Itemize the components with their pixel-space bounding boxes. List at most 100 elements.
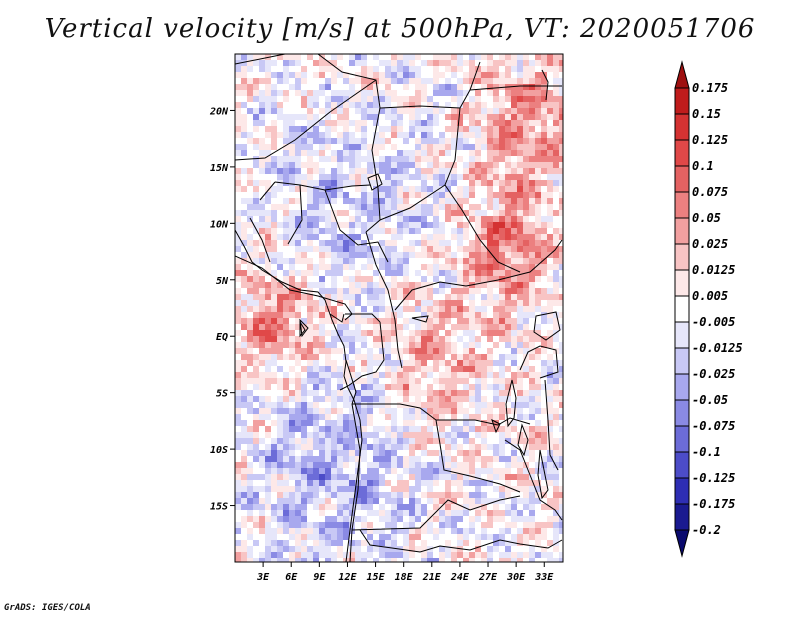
border-line — [394, 239, 563, 311]
colorbar-top-arrow — [674, 60, 690, 89]
colorbar-label: -0.025 — [692, 367, 735, 381]
colorbar-swatch — [674, 425, 690, 453]
border-line — [544, 379, 559, 471]
lake-outlines — [299, 173, 561, 500]
border-line — [436, 417, 531, 426]
longitude-axis: 3E 6E 9E 12E 15E 18E 21E 24E 27E 30E 33E — [256, 562, 554, 583]
colorbar-label: -0.05 — [692, 393, 728, 407]
colorbar-label: 0.15 — [692, 107, 721, 121]
colorbar-label: -0.1 — [692, 445, 721, 459]
border-line — [365, 231, 396, 321]
colorbar-swatch — [674, 191, 690, 219]
border-line — [345, 313, 381, 323]
border-line — [235, 54, 286, 65]
border-line — [317, 54, 481, 109]
border-line — [349, 403, 361, 562]
lake-outline — [491, 419, 501, 434]
colorbar-swatch — [674, 451, 690, 479]
lon-tick-label: 9E — [313, 572, 326, 583]
lat-tick-label: 5S — [216, 389, 228, 400]
country-borders — [235, 54, 563, 562]
grads-credit: GrADS: IGES/COLA — [4, 603, 91, 613]
lake-outline — [517, 423, 529, 457]
lat-tick-label: 20N — [209, 106, 229, 117]
border-line — [497, 261, 521, 273]
map-frame — [234, 53, 564, 563]
colorbar-swatch — [674, 87, 690, 115]
lake-outline — [367, 173, 383, 191]
border-line — [394, 319, 403, 369]
lon-tick-label: 3E — [256, 572, 270, 583]
border-line — [249, 217, 271, 263]
colorbar-swatch — [674, 373, 690, 401]
border-line — [504, 439, 563, 521]
lat-tick-label: 5N — [216, 276, 229, 287]
lat-tick-label: EQ — [216, 332, 228, 343]
lon-tick-label: 18E — [395, 572, 414, 583]
lon-tick-label: 21E — [422, 572, 442, 583]
lon-tick-label: 24E — [450, 572, 470, 583]
colorbar-swatch — [674, 217, 690, 245]
coastline — [235, 229, 363, 562]
lake-outline — [505, 379, 517, 428]
border-line — [351, 495, 521, 531]
coastline — [299, 320, 306, 338]
lat-tick-label: 10N — [210, 219, 229, 230]
lat-tick-label: 15S — [210, 502, 228, 513]
border-line — [444, 107, 499, 263]
lake-outline — [533, 311, 561, 341]
border-line — [324, 189, 389, 263]
colorbar-swatch — [674, 321, 690, 349]
border-line — [339, 321, 385, 391]
lake-outline — [411, 315, 429, 323]
border-line — [365, 107, 381, 233]
colorbar-label: 0.05 — [692, 211, 721, 225]
border-line — [541, 69, 549, 101]
colorbar-label: -0.125 — [692, 471, 735, 485]
colorbar-label: 0.005 — [692, 289, 728, 303]
colorbar-label: -0.075 — [692, 419, 735, 433]
border-line — [345, 359, 357, 405]
border-line — [359, 529, 563, 553]
colorbar-swatch — [674, 295, 690, 323]
colorbar-label: 0.175 — [692, 81, 728, 95]
border-line — [352, 403, 521, 493]
lon-tick-label: 27E — [478, 572, 498, 583]
lat-tick-label: 10S — [210, 445, 228, 456]
border-line — [379, 184, 446, 221]
colorbar-label: 0.025 — [692, 237, 728, 251]
border-line — [259, 181, 276, 201]
coastline — [235, 229, 363, 562]
map-title: Vertical velocity [m/s] at 500hPa, VT: 2… — [44, 14, 756, 44]
colorbar-label: -0.175 — [692, 497, 735, 511]
lat-tick-label: 15N — [210, 163, 229, 174]
colorbar-swatch — [674, 165, 690, 193]
colorbar-bottom-arrow — [674, 529, 690, 558]
lake-outline — [299, 318, 309, 338]
colorbar-swatch — [674, 269, 690, 297]
lon-tick-label: 30E — [506, 572, 526, 583]
lon-tick-label: 6E — [285, 572, 298, 583]
lon-tick-label: 12E — [338, 572, 357, 583]
border-line — [235, 79, 377, 161]
velocity-field — [235, 54, 563, 562]
colorbar-swatch — [674, 113, 690, 141]
colorbar-label: 0.1 — [692, 159, 714, 173]
colorbar-label: 0.125 — [692, 133, 728, 147]
colorbar-swatch — [674, 139, 690, 167]
colorbar-label: 0.0125 — [692, 263, 735, 277]
border-line — [519, 345, 559, 379]
lake-outline — [537, 449, 549, 500]
colorbar-swatch — [674, 503, 690, 531]
colorbar-label: -0.2 — [692, 523, 721, 537]
colorbar-label: -0.0125 — [692, 341, 743, 355]
colorbar-swatch — [674, 347, 690, 375]
lon-tick-label: 15E — [367, 572, 386, 583]
border-line — [287, 184, 303, 245]
border-line — [329, 313, 345, 323]
lon-tick-label: 33E — [534, 572, 554, 583]
latitude-axis: 20N 15N 10N 5N EQ 5S 10S 15S — [209, 106, 235, 513]
colorbar-label: 0.075 — [692, 185, 728, 199]
colorbar-label: -0.005 — [692, 315, 735, 329]
